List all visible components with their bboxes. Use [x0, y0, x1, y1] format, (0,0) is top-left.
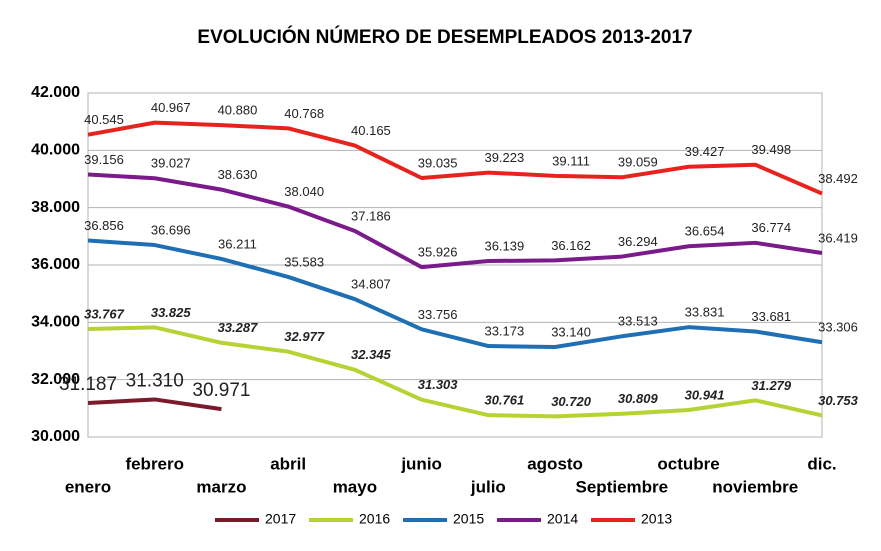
legend-label: 2016 [359, 511, 390, 527]
x-tick-label: mayo [333, 477, 377, 496]
legend-label: 2014 [547, 511, 578, 527]
data-label: 33.140 [551, 324, 591, 339]
x-tick-label: dic. [807, 454, 836, 473]
legend-label: 2013 [641, 511, 672, 527]
y-tick-label: 32.000 [31, 371, 80, 388]
data-label: 40.880 [218, 103, 258, 118]
y-tick-label: 34.000 [31, 314, 80, 331]
data-label: 33.831 [685, 305, 725, 320]
data-label: 36.654 [685, 224, 725, 239]
data-label: 39.035 [418, 155, 458, 170]
series-line [87, 397, 222, 412]
data-label: 40.967 [151, 100, 191, 115]
data-label: 30.941 [685, 387, 725, 402]
data-label: 31.279 [751, 378, 792, 393]
data-label: 30.753 [818, 393, 859, 408]
y-tick-label: 38.000 [31, 199, 80, 216]
data-label: 36.211 [218, 236, 257, 251]
legend-label: 2017 [265, 511, 296, 527]
data-label: 34.807 [351, 277, 391, 292]
data-label: 40.165 [351, 123, 391, 138]
series-line [87, 172, 823, 270]
x-tick-label: febrero [125, 454, 184, 473]
plot-border [87, 92, 823, 438]
data-label: 39.059 [618, 155, 658, 170]
data-label: 39.156 [84, 152, 124, 167]
series-line [87, 325, 823, 419]
data-label: 40.545 [84, 112, 124, 127]
data-label: 33.173 [484, 323, 524, 338]
y-tick-label: 42.000 [31, 84, 80, 101]
data-label: 36.774 [751, 220, 791, 235]
legend-label: 2015 [453, 511, 484, 527]
series-line [87, 238, 823, 349]
x-tick-label: Septiembre [576, 477, 669, 496]
x-tick-label: octubre [657, 454, 719, 473]
data-label: 33.287 [218, 320, 259, 335]
x-tick-label: junio [400, 454, 442, 473]
y-tick-label: 40.000 [31, 142, 80, 159]
data-label: 31.310 [126, 370, 184, 391]
x-tick-label: marzo [196, 477, 246, 496]
data-label: 38.630 [218, 167, 258, 182]
data-label: 33.306 [818, 320, 858, 335]
data-label: 31.187 [59, 374, 117, 395]
y-tick-label: 36.000 [31, 256, 80, 273]
data-label: 37.186 [351, 208, 391, 223]
x-tick-label: julio [470, 477, 506, 496]
x-tick-label: agosto [527, 454, 583, 473]
data-label: 36.139 [484, 238, 524, 253]
data-label: 35.583 [284, 254, 324, 269]
data-label: 32.977 [284, 329, 325, 344]
data-label: 35.926 [418, 245, 458, 260]
x-tick-label: noviembre [712, 477, 798, 496]
data-label: 40.768 [284, 106, 324, 121]
data-label: 36.856 [84, 218, 124, 233]
data-label: 39.027 [151, 156, 191, 171]
series-line [87, 120, 823, 196]
data-label: 39.223 [484, 150, 524, 165]
data-label: 36.419 [818, 230, 858, 245]
y-tick-label: 30.000 [31, 428, 80, 445]
data-label: 33.681 [751, 309, 791, 324]
data-label: 39.498 [751, 142, 791, 157]
data-label: 30.720 [551, 394, 592, 409]
data-label: 39.111 [552, 153, 590, 168]
data-label: 38.492 [818, 171, 858, 186]
data-label: 30.809 [618, 391, 659, 406]
data-label: 32.345 [351, 347, 392, 362]
data-label: 36.162 [551, 238, 591, 253]
data-label: 33.756 [418, 307, 458, 322]
data-label: 36.696 [151, 222, 191, 237]
data-label: 33.767 [84, 306, 125, 321]
data-label: 30.971 [192, 380, 250, 401]
x-tick-label: abril [270, 454, 306, 473]
data-label: 38.040 [284, 184, 324, 199]
data-label: 39.427 [685, 144, 725, 159]
data-label: 33.825 [151, 305, 192, 320]
chart-title: EVOLUCIÓN NÚMERO DE DESEMPLEADOS 2013-20… [197, 26, 692, 48]
data-label: 31.303 [418, 377, 459, 392]
data-label: 30.761 [484, 393, 524, 408]
data-label: 36.294 [618, 234, 658, 249]
data-label: 33.513 [618, 314, 658, 329]
x-tick-label: enero [65, 477, 111, 496]
